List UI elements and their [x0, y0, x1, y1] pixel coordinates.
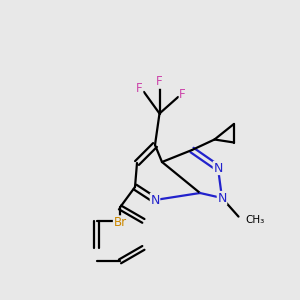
- Text: CH₃: CH₃: [245, 215, 264, 225]
- Text: N: N: [217, 191, 227, 205]
- Text: N: N: [213, 161, 223, 175]
- Text: F: F: [156, 75, 163, 88]
- Text: N: N: [150, 194, 160, 206]
- Text: F: F: [179, 88, 186, 100]
- Text: F: F: [136, 82, 143, 95]
- Text: Br: Br: [113, 216, 127, 229]
